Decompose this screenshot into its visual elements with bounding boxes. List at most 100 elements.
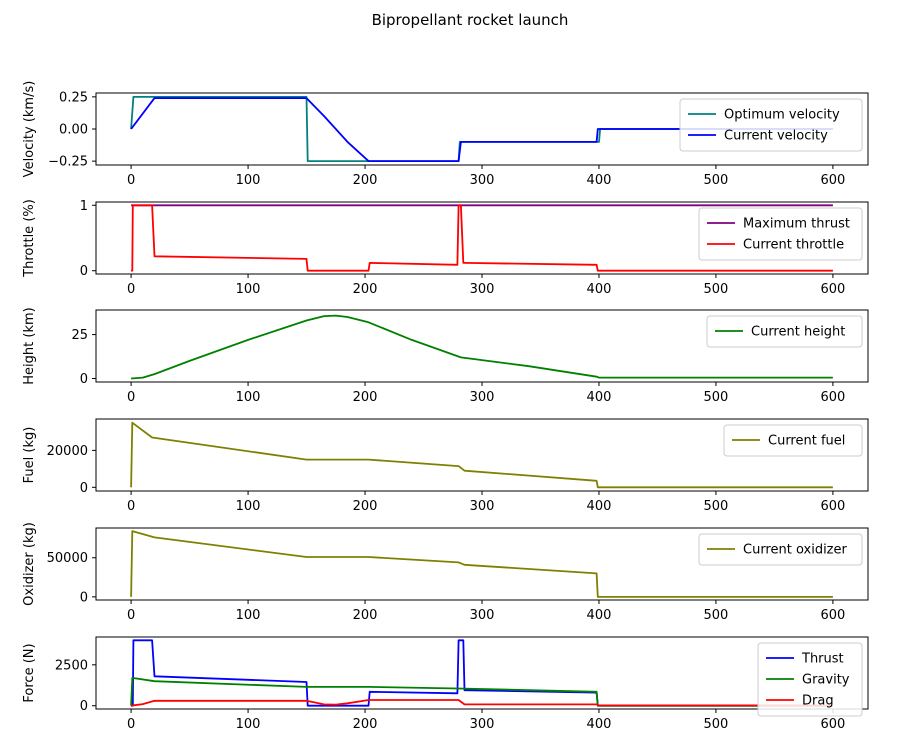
y-tick-label: 0: [80, 372, 88, 387]
y-tick-label: 0: [80, 590, 88, 605]
y-axis-label: Force (N): [22, 643, 37, 702]
x-tick-label: 100: [236, 608, 261, 623]
x-tick-label: 0: [127, 717, 135, 732]
x-tick-label: 100: [236, 173, 261, 188]
x-tick-label: 600: [820, 282, 845, 297]
series-line-current-oxidizer: [130, 530, 833, 598]
x-tick-label: 200: [353, 173, 378, 188]
x-tick-label: 400: [587, 717, 612, 732]
x-tick-label: 600: [820, 608, 845, 623]
series-line-current-height: [131, 314, 833, 380]
subplots: 0 100 200 300 400 500 600−0.250.000.25Velocity…: [22, 81, 869, 732]
subplot-4: 0 100 200 300 400 500 600 0 20000 Fuel (kg) Curren…: [22, 418, 869, 514]
x-tick-label: 0: [127, 282, 135, 297]
x-tick-label: 400: [587, 282, 612, 297]
legend: Optimum velocity Current velocity: [679, 98, 863, 152]
legend: Maximum thrust Current throttle: [698, 207, 863, 261]
x-tick-label: 200: [353, 608, 378, 623]
x-tick-label: 300: [470, 717, 495, 732]
legend-entry: Current velocity: [724, 129, 828, 144]
x-tick-label: 300: [470, 499, 495, 514]
y-axis-label: Velocity (km/s): [22, 81, 37, 178]
subplot-1: 0 100 200 300 400 500 600 −0.25 0.00 0.25 Velocity…: [22, 81, 869, 188]
x-tick-label: 0: [127, 390, 135, 405]
y-tick-label: 25: [71, 328, 88, 343]
legend-entry: Optimum velocity: [724, 108, 840, 123]
series-line-current-throttle: [131, 204, 833, 272]
x-tick-label: 100: [236, 717, 261, 732]
legend-box: [679, 98, 863, 152]
legend-entry: Maximum thrust: [743, 217, 850, 232]
y-tick-label: 0: [80, 699, 88, 714]
x-tick-label: 200: [353, 390, 378, 405]
x-tick-label: 600: [820, 717, 845, 732]
x-tick-label: 500: [704, 499, 729, 514]
x-tick-label: 100: [236, 390, 261, 405]
y-tick-label: 0.00: [59, 123, 88, 138]
y-axis-label: Fuel (kg): [22, 427, 37, 484]
x-tick-label: 200: [353, 717, 378, 732]
x-tick-label: 500: [704, 282, 729, 297]
series-line-gravity: [130, 677, 833, 707]
legend-entry: Current throttle: [743, 238, 844, 253]
legend: Thrust Gravity Drag: [757, 642, 863, 717]
x-tick-label: 200: [353, 499, 378, 514]
x-tick-label: 500: [704, 173, 729, 188]
y-tick-label: 0: [80, 481, 88, 496]
x-tick-label: 300: [470, 173, 495, 188]
y-tick-label: 2500: [55, 658, 88, 673]
legend-box: [723, 424, 863, 457]
x-tick-label: 400: [587, 499, 612, 514]
x-tick-label: 600: [820, 390, 845, 405]
y-axis-label: Height (km): [22, 307, 37, 384]
series-line-current-velocity: [130, 97, 833, 162]
legend-entry: Drag: [802, 694, 834, 709]
legend-entry: Current fuel: [768, 434, 845, 449]
x-tick-label: 600: [820, 173, 845, 188]
x-tick-label: 500: [704, 390, 729, 405]
x-tick-label: 600: [820, 499, 845, 514]
y-tick-label: 1: [80, 199, 88, 214]
subplot-3: 0 100 200 300 400 500 600 0 25 Height (km) Current…: [22, 307, 869, 405]
x-tick-label: 400: [587, 390, 612, 405]
y-tick-label: 0.25: [59, 90, 88, 105]
legend-box: [698, 533, 863, 566]
legend-entry: Thrust: [801, 652, 844, 667]
y-tick-label: 0: [80, 264, 88, 279]
x-tick-label: 400: [587, 173, 612, 188]
y-tick-label: −0.25: [48, 155, 88, 170]
y-tick-label: 20000: [47, 444, 88, 459]
subplot-6: 0 100 200 300 400 500 600 0 2500 Force (N) Thrust G…: [22, 636, 869, 732]
plot-frame: [95, 636, 869, 710]
x-tick-label: 400: [587, 608, 612, 623]
y-axis-label: Throttle (%): [22, 199, 37, 278]
x-tick-label: 300: [470, 390, 495, 405]
legend-box: [698, 207, 863, 261]
series-line-drag: [130, 699, 833, 707]
legend: Current fuel: [723, 424, 863, 457]
x-tick-label: 0: [127, 173, 135, 188]
x-tick-label: 300: [470, 608, 495, 623]
subplot-2: 0 100 200 300 400 500 600 0 1 Throttle (%) Maximum…: [22, 199, 869, 297]
series-line-thrust: [131, 639, 833, 707]
x-tick-label: 0: [127, 499, 135, 514]
x-tick-label: 0: [127, 608, 135, 623]
legend-entry: Current height: [751, 325, 845, 340]
x-tick-label: 500: [704, 608, 729, 623]
y-tick-label: 50000: [47, 551, 88, 566]
figure-title: Bipropellant rocket launch: [372, 11, 569, 29]
legend-box: [757, 642, 863, 717]
x-tick-label: 100: [236, 499, 261, 514]
y-axis-label: Oxidizer (kg): [22, 522, 37, 606]
legend-box: [706, 315, 863, 348]
x-tick-label: 500: [704, 717, 729, 732]
legend: Current height: [706, 315, 863, 348]
legend-entry: Current oxidizer: [743, 543, 848, 558]
legend: Current oxidizer: [698, 533, 863, 566]
series-line-current-fuel: [130, 421, 833, 489]
x-tick-label: 200: [353, 282, 378, 297]
subplot-5: 0 100 200 300 400 500 600 0 50000 Oxidizer (kg) Cu…: [22, 522, 869, 623]
legend-entry: Gravity: [802, 673, 850, 688]
x-tick-label: 300: [470, 282, 495, 297]
